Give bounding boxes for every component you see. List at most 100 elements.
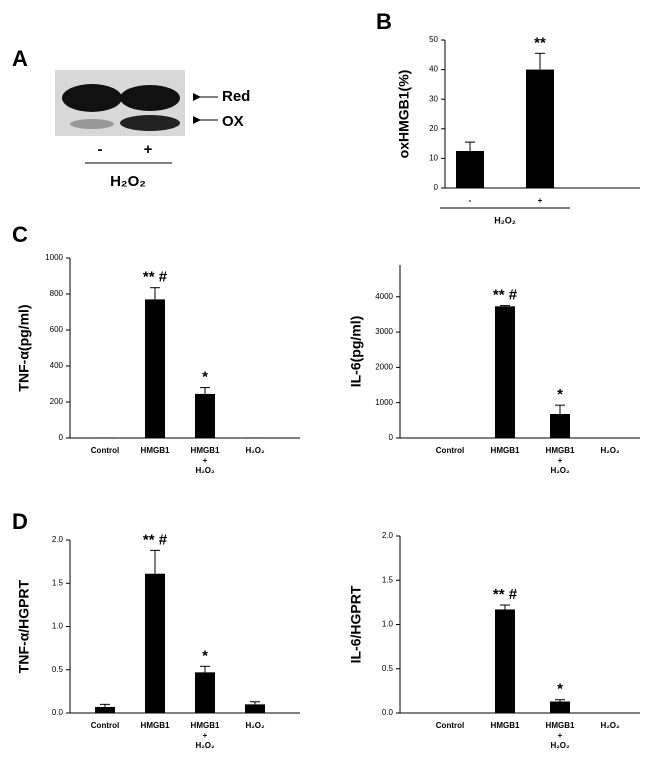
error-bar xyxy=(465,141,475,151)
bar xyxy=(245,704,265,713)
y-tick-label: 2.0 xyxy=(382,531,394,540)
y-tick-label: 10 xyxy=(429,154,438,163)
error-bar xyxy=(100,703,110,707)
category-text: Control xyxy=(90,721,120,730)
y-tick-label: 1.0 xyxy=(52,622,64,631)
band xyxy=(70,119,114,129)
x-tick-label: - xyxy=(468,196,472,205)
y-tick-label: 800 xyxy=(50,289,64,298)
annotation: * xyxy=(557,386,563,403)
category-text: H₂O₂ xyxy=(245,446,265,455)
bar xyxy=(95,437,115,438)
bar xyxy=(495,306,515,438)
band xyxy=(120,115,180,131)
y-tick-label: 0.5 xyxy=(382,664,394,673)
error-bar xyxy=(250,701,260,705)
error-bar xyxy=(200,387,210,394)
band xyxy=(62,84,122,112)
category-text: HMGB1 + H₂O₂ xyxy=(545,446,575,475)
y-tick-label: 3000 xyxy=(375,327,393,336)
bar xyxy=(195,393,215,438)
x-tick-label: Control xyxy=(435,446,465,455)
y-tick-label: 0 xyxy=(389,433,394,442)
x-tick-label: Control xyxy=(435,721,465,730)
category-text: Control xyxy=(90,446,120,455)
y-tick-label: 50 xyxy=(429,35,438,44)
x-axis-label: H₂O₂ xyxy=(494,215,516,225)
category-text: H₂O₂ xyxy=(245,721,265,730)
category-text: HMGB1 xyxy=(140,446,170,455)
x-tick-label: Control xyxy=(90,721,120,730)
annotation: ** # xyxy=(493,287,518,304)
x-tick-label: H₂O₂ xyxy=(245,446,265,455)
x-tick-label: H₂O₂ xyxy=(600,446,620,455)
bar xyxy=(526,69,554,188)
treatment-label: H₂O₂ xyxy=(110,173,146,190)
y-tick-label: 200 xyxy=(50,397,64,406)
panel-letter: D xyxy=(12,509,28,534)
x-tick-label: HMGB1 xyxy=(140,446,170,455)
x-tick-label: HMGB1 + H₂O₂ xyxy=(190,721,220,750)
error-bar xyxy=(200,665,210,673)
category-text: Control xyxy=(435,721,465,730)
category-text: H₂O₂ xyxy=(600,446,620,455)
y-tick-label: 0 xyxy=(434,183,439,192)
y-axis-label: IL-6(pg/ml) xyxy=(348,316,364,388)
band-label: Red xyxy=(222,88,250,105)
annotation: * xyxy=(557,681,563,698)
blot-panel: A Red OX - + H₂O₂ xyxy=(12,46,250,190)
y-axis-label: TNF-α(pg/ml) xyxy=(16,304,32,391)
y-axis-label: TNF-α/HGPRT xyxy=(16,579,32,673)
panel-letter: B xyxy=(376,9,392,34)
x-tick-label: HMGB1 xyxy=(140,721,170,730)
bar xyxy=(95,706,115,713)
bar xyxy=(145,573,165,713)
category-text: HMGB1 + H₂O₂ xyxy=(190,721,220,750)
x-tick-label: + xyxy=(537,196,543,205)
y-tick-label: 2.0 xyxy=(52,535,64,544)
category-text: H₂O₂ xyxy=(600,721,620,730)
bar xyxy=(550,413,570,438)
annotation: * xyxy=(202,647,208,664)
y-tick-label: 40 xyxy=(429,65,438,74)
annotation: ** xyxy=(534,34,546,51)
category-text: HMGB1 xyxy=(140,721,170,730)
annotation: ** # xyxy=(143,531,168,548)
y-tick-label: 2000 xyxy=(375,362,393,371)
category-text: HMGB1 xyxy=(490,446,520,455)
band xyxy=(120,85,180,111)
y-tick-label: 0.0 xyxy=(52,708,64,717)
y-tick-label: 1000 xyxy=(375,398,393,407)
category-text: - xyxy=(468,196,472,205)
bar xyxy=(495,609,515,713)
y-tick-label: 30 xyxy=(429,94,438,103)
x-tick-label: H₂O₂ xyxy=(600,721,620,730)
y-tick-label: 20 xyxy=(429,124,438,133)
category-text: + xyxy=(537,196,543,205)
annotation: ** # xyxy=(143,269,168,286)
category-text: HMGB1 + H₂O₂ xyxy=(545,721,575,750)
y-tick-label: 1.0 xyxy=(382,620,394,629)
panel-letter: C xyxy=(12,222,28,247)
x-tick-label: HMGB1 + H₂O₂ xyxy=(545,721,575,750)
y-axis-label: IL-6/HGPRT xyxy=(348,585,364,663)
lane-label: + xyxy=(144,141,153,158)
bar xyxy=(195,672,215,713)
x-tick-label: HMGB1 + H₂O₂ xyxy=(191,446,220,475)
error-bar xyxy=(555,699,565,702)
error-bar xyxy=(500,604,510,610)
panel-letter: A xyxy=(12,46,28,71)
lane-label: - xyxy=(98,141,103,158)
annotation: ** # xyxy=(493,586,518,603)
y-tick-label: 400 xyxy=(50,361,64,370)
bar xyxy=(145,299,165,438)
y-tick-label: 0 xyxy=(59,433,64,442)
y-tick-label: 600 xyxy=(50,325,64,334)
category-text: HMGB1 xyxy=(490,721,520,730)
y-tick-label: 4000 xyxy=(375,292,393,301)
band-label: OX xyxy=(222,113,244,130)
category-text: Control xyxy=(435,446,465,455)
y-tick-label: 0.0 xyxy=(382,708,394,717)
error-bar xyxy=(150,287,160,300)
